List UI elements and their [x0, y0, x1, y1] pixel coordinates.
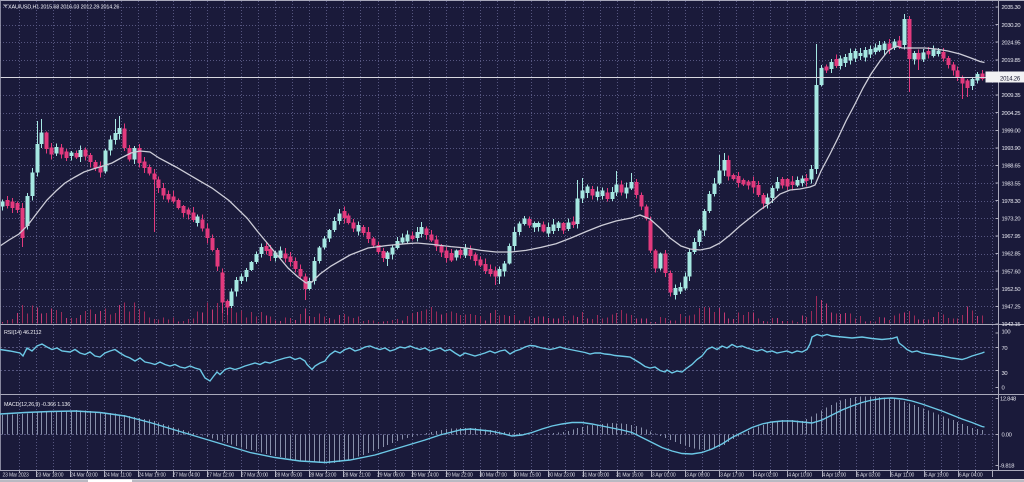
svg-text:31 Mar 16:00: 31 Mar 16:00: [616, 473, 644, 479]
svg-text:28 Mar 13:00: 28 Mar 13:00: [309, 473, 337, 479]
svg-text:0: 0: [1002, 386, 1005, 392]
svg-text:24 Mar 19:00: 24 Mar 19:00: [138, 473, 166, 479]
svg-text:27 Mar 04:00: 27 Mar 04:00: [173, 473, 201, 479]
svg-text:2009.35: 2009.35: [1002, 93, 1021, 99]
svg-text:29 Mar 06:00: 29 Mar 06:00: [377, 473, 405, 479]
svg-text:2019.85: 2019.85: [1002, 58, 1021, 64]
svg-text:4 Apr 02:00: 4 Apr 02:00: [754, 473, 778, 479]
svg-text:2030.20: 2030.20: [1002, 23, 1021, 29]
svg-text:2024.95: 2024.95: [1002, 40, 1021, 46]
svg-text:1993.90: 1993.90: [1002, 146, 1021, 152]
svg-text:1957.60: 1957.60: [1002, 269, 1021, 275]
svg-text:30 Mar 07:00: 30 Mar 07:00: [479, 473, 507, 479]
svg-text:1962.85: 1962.85: [1002, 252, 1021, 258]
svg-text:XAU/USD,H1 2015.68 2016.03 20: XAU/USD,H1 2015.68 2016.03 2012.29 2014.…: [8, 4, 119, 10]
svg-text:12.848: 12.848: [1000, 397, 1016, 403]
svg-text:29 Mar 22:00: 29 Mar 22:00: [445, 473, 473, 479]
svg-text:70: 70: [1002, 346, 1008, 352]
svg-text:31 Mar 08:00: 31 Mar 08:00: [582, 473, 610, 479]
svg-text:3 Apr 17:00: 3 Apr 17:00: [720, 473, 744, 479]
svg-text:2014.26: 2014.26: [1000, 76, 1021, 82]
svg-text:1983.55: 1983.55: [1002, 181, 1021, 187]
svg-text:4 Apr 18:00: 4 Apr 18:00: [822, 473, 846, 479]
svg-text:1947.25: 1947.25: [1002, 305, 1021, 311]
svg-text:24 Mar 11:00: 24 Mar 11:00: [104, 473, 131, 479]
svg-text:3 Apr 09:00: 3 Apr 09:00: [686, 473, 710, 479]
svg-text:5 Apr 11:00: 5 Apr 11:00: [891, 473, 915, 479]
svg-text:1952.50: 1952.50: [1002, 287, 1021, 293]
svg-text:0.00: 0.00: [1002, 433, 1012, 439]
svg-text:30: 30: [1002, 371, 1008, 377]
svg-text:3 Apr 01:00: 3 Apr 01:00: [652, 473, 676, 479]
svg-text:100: 100: [1002, 330, 1011, 336]
svg-text:27 Mar 20:00: 27 Mar 20:00: [241, 473, 269, 479]
svg-text:1978.30: 1978.30: [1002, 199, 1021, 205]
svg-text:1999.00: 1999.00: [1002, 129, 1021, 135]
svg-text:28 Mar 05:00: 28 Mar 05:00: [275, 473, 303, 479]
svg-text:1967.95: 1967.95: [1002, 234, 1021, 240]
svg-text:1973.20: 1973.20: [1002, 217, 1021, 223]
svg-text:30 Mar 15:00: 30 Mar 15:00: [514, 473, 542, 479]
svg-text:5 Apr 03:00: 5 Apr 03:00: [857, 473, 881, 479]
svg-text:27 Mar 12:00: 27 Mar 12:00: [207, 473, 235, 479]
svg-text:4 Apr 10:00: 4 Apr 10:00: [788, 473, 812, 479]
svg-text:RSI(14) 46.2112: RSI(14) 46.2112: [4, 330, 41, 336]
svg-text:6 Apr 04:00: 6 Apr 04:00: [959, 473, 983, 479]
svg-text:30 Mar 23:00: 30 Mar 23:00: [548, 473, 576, 479]
svg-text:-9.818: -9.818: [1000, 464, 1015, 470]
svg-text:1988.65: 1988.65: [1002, 164, 1021, 170]
svg-text:5 Apr 19:00: 5 Apr 19:00: [925, 473, 949, 479]
svg-text:1942.15: 1942.15: [1002, 322, 1021, 328]
svg-text:2035.30: 2035.30: [1002, 5, 1021, 11]
svg-text:MACD(12,26,9) -0.366 1.136: MACD(12,26,9) -0.366 1.136: [4, 402, 70, 408]
svg-text:24 Mar 03:00: 24 Mar 03:00: [70, 473, 98, 479]
svg-text:2004.25: 2004.25: [1002, 111, 1021, 117]
svg-text:23 Mar 2023: 23 Mar 2023: [3, 473, 29, 479]
svg-text:28 Mar 21:00: 28 Mar 21:00: [343, 473, 371, 479]
svg-text:23 Mar 18:00: 23 Mar 18:00: [36, 473, 64, 479]
svg-text:29 Mar 14:00: 29 Mar 14:00: [411, 473, 439, 479]
